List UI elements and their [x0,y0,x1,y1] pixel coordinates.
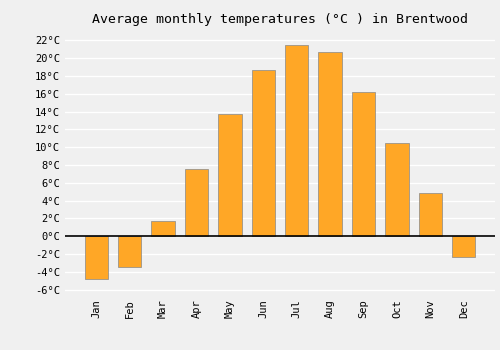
Bar [185,169,208,236]
Bar [252,70,275,236]
Bar [418,194,442,236]
Bar [385,143,408,236]
Bar [285,45,308,236]
Title: Average monthly temperatures (°C ) in Brentwood: Average monthly temperatures (°C ) in Br… [92,13,468,26]
Bar [118,236,142,267]
Bar [218,114,242,236]
Bar [84,236,108,279]
Bar [152,221,175,236]
Bar [452,236,475,257]
Bar [352,92,375,236]
Bar [318,52,342,236]
